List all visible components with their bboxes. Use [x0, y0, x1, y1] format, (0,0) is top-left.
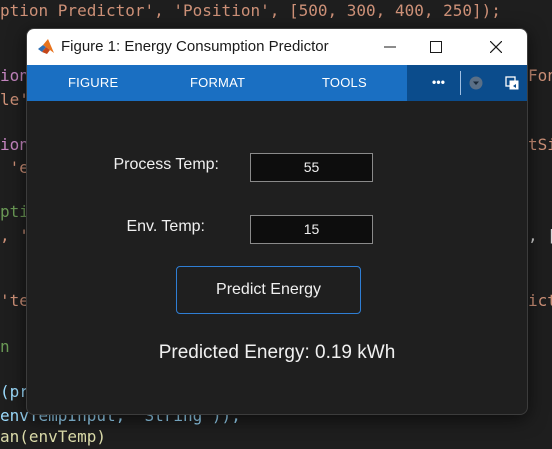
predicted-energy-result: Predicted Energy: 0.19 kWh [158, 342, 396, 363]
code-line: ption Predictor', 'Position', [500, 300,… [0, 0, 501, 23]
env-temp-label: Env. Temp: [126, 218, 205, 235]
toolbar-separator [460, 71, 461, 95]
code-text: 'te [0, 291, 29, 310]
code-line: ion [0, 64, 29, 88]
code-fragment: Font [528, 66, 552, 85]
code-line: n [0, 335, 10, 359]
process-temp-input[interactable]: 55 [250, 153, 373, 182]
undock-icon [505, 76, 519, 90]
maximize-button[interactable] [413, 29, 459, 65]
toolbar-actions-area [407, 65, 527, 101]
code-text: 'e [0, 158, 29, 177]
code-text: , ' [0, 226, 29, 245]
maximize-icon [430, 41, 442, 53]
code-fragment: , [1 [528, 226, 552, 245]
chevron-down-icon [469, 76, 483, 90]
code-line: le' [0, 88, 29, 112]
code-fragment: tSiz [528, 135, 552, 154]
code-text: n [0, 337, 10, 356]
code-line: 'te [0, 289, 29, 313]
tab-figure[interactable]: FIGURE [68, 75, 119, 90]
code-text: pti [0, 202, 29, 221]
code-line: pti [0, 200, 29, 224]
figure-window: Figure 1: Energy Consumption Predictor F… [26, 28, 528, 415]
code-fragment: icte [528, 291, 552, 310]
process-temp-label: Process Temp: [113, 156, 219, 173]
code-text: (pr [0, 382, 29, 401]
code-text: ion [0, 66, 29, 85]
minimize-button[interactable] [367, 29, 413, 65]
env-temp-input[interactable]: 15 [250, 215, 373, 244]
toolbar-dropdown-button[interactable] [469, 76, 483, 90]
window-title: Figure 1: Energy Consumption Predictor [61, 38, 329, 55]
close-button[interactable] [473, 29, 519, 65]
close-icon [490, 41, 502, 53]
code-text: le' [0, 90, 29, 109]
code-line: ion [0, 133, 29, 157]
predict-energy-button[interactable]: Predict Energy [176, 266, 361, 314]
matlab-logo-icon [37, 38, 55, 56]
title-bar[interactable]: Figure 1: Energy Consumption Predictor [27, 29, 527, 65]
code-line: 'e [0, 156, 29, 180]
tab-format[interactable]: FORMAT [190, 75, 246, 90]
code-line: an(envTemp) [0, 425, 106, 449]
more-options-icon[interactable]: ••• [432, 75, 446, 89]
tab-tools[interactable]: TOOLS [322, 75, 367, 90]
code-line: , ' [0, 224, 29, 248]
code-text: an(envTemp) [0, 427, 106, 446]
minimize-icon [384, 46, 396, 48]
undock-button[interactable] [505, 76, 519, 90]
code-line: (pr [0, 380, 29, 404]
code-text: ion [0, 135, 29, 154]
code-text: ption Predictor', 'Position', [500, 300,… [0, 1, 501, 20]
